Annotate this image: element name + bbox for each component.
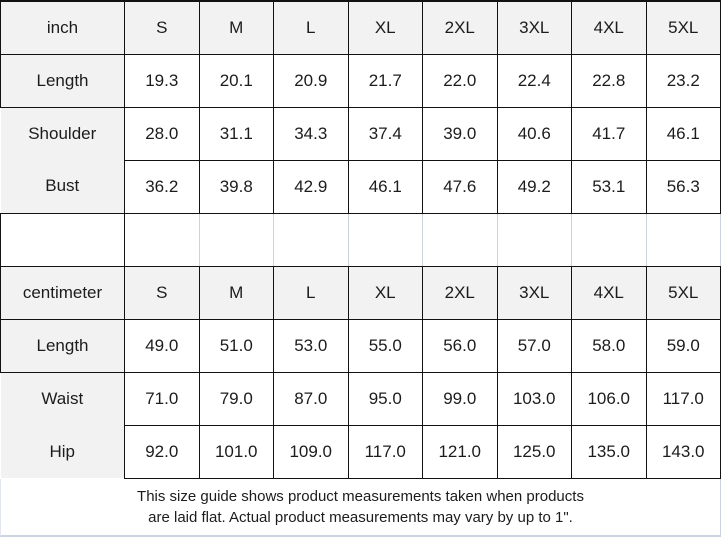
size-header-cell: 5XL	[645, 0, 721, 55]
size-header-cell: 3XL	[496, 0, 572, 55]
measurement-value-cell: 37.4	[347, 106, 423, 161]
measurement-label-cell: Hip	[0, 424, 125, 478]
measurement-value-cell: 39.8	[198, 159, 274, 214]
size-header-cell: S	[124, 265, 200, 320]
measurement-value-cell: 79.0	[198, 371, 274, 426]
spacer-cell	[496, 212, 572, 267]
measurement-value-cell: 95.0	[347, 371, 423, 426]
measurement-label-cell: Bust	[0, 159, 125, 214]
measurement-value-cell: 87.0	[273, 371, 349, 426]
measurement-value-cell: 19.3	[124, 53, 200, 108]
measurement-value-cell: 101.0	[198, 424, 274, 479]
measurement-value-cell: 99.0	[422, 371, 498, 426]
size-header-cell: 3XL	[496, 265, 572, 320]
measurement-label-cell: Length	[0, 53, 125, 108]
unit-cell-inch: inch	[0, 0, 125, 55]
centimeter-header-row: centimeter S M L XL 2XL 3XL 4XL 5XL	[0, 265, 721, 320]
size-header-cell: 2XL	[422, 265, 498, 320]
measurement-value-cell: 22.8	[571, 53, 647, 108]
measurement-value-cell: 34.3	[273, 106, 349, 161]
measurement-row: Hip 92.0 101.0 109.0 117.0 121.0 125.0 1…	[0, 424, 721, 479]
size-guide-note: This size guide shows product measuremen…	[0, 478, 721, 537]
spacer-cell	[124, 212, 200, 267]
inch-header-row: inch S M L XL 2XL 3XL 4XL 5XL	[0, 0, 721, 55]
measurement-value-cell: 53.1	[571, 159, 647, 214]
size-header-cell: M	[198, 265, 274, 320]
measurement-value-cell: 103.0	[496, 371, 572, 426]
spacer-cell	[571, 212, 647, 267]
spacer-cell	[422, 212, 498, 267]
size-header-cell: S	[124, 0, 200, 55]
measurement-value-cell: 121.0	[422, 424, 498, 479]
measurement-value-cell: 58.0	[571, 318, 647, 373]
size-header-cell: 4XL	[571, 265, 647, 320]
measurement-label-cell: Waist	[0, 371, 125, 425]
measurement-value-cell: 21.7	[347, 53, 423, 108]
size-header-cell: 2XL	[422, 0, 498, 55]
spacer-cell	[198, 212, 274, 267]
measurement-value-cell: 49.2	[496, 159, 572, 214]
measurement-value-cell: 41.7	[571, 106, 647, 161]
measurement-value-cell: 40.6	[496, 106, 572, 161]
measurement-row: Bust 36.2 39.8 42.9 46.1 47.6 49.2 53.1 …	[0, 159, 721, 214]
measurement-value-cell: 55.0	[347, 318, 423, 373]
measurement-value-cell: 56.3	[645, 159, 721, 214]
size-header-cell: L	[273, 0, 349, 55]
measurement-value-cell: 31.1	[198, 106, 274, 161]
size-header-cell: XL	[347, 0, 423, 55]
note-line-2: are laid flat. Actual product measuremen…	[148, 508, 573, 526]
measurement-row: Waist 71.0 79.0 87.0 95.0 99.0 103.0 106…	[0, 371, 721, 426]
measurement-row: Shoulder 28.0 31.1 34.3 37.4 39.0 40.6 4…	[0, 106, 721, 161]
measurement-value-cell: 20.9	[273, 53, 349, 108]
measurement-value-cell: 22.0	[422, 53, 498, 108]
measurement-value-cell: 46.1	[347, 159, 423, 214]
measurement-row: Length 19.3 20.1 20.9 21.7 22.0 22.4 22.…	[0, 53, 721, 108]
measurement-value-cell: 36.2	[124, 159, 200, 214]
measurement-value-cell: 92.0	[124, 424, 200, 479]
size-header-cell: L	[273, 265, 349, 320]
size-guide-table: inch S M L XL 2XL 3XL 4XL 5XL Length 19.…	[0, 0, 721, 479]
measurement-value-cell: 125.0	[496, 424, 572, 479]
measurement-value-cell: 109.0	[273, 424, 349, 479]
measurement-value-cell: 22.4	[496, 53, 572, 108]
size-header-cell: XL	[347, 265, 423, 320]
measurement-value-cell: 51.0	[198, 318, 274, 373]
measurement-value-cell: 117.0	[645, 371, 721, 426]
measurement-row: Length 49.0 51.0 53.0 55.0 56.0 57.0 58.…	[0, 318, 721, 373]
measurement-value-cell: 49.0	[124, 318, 200, 373]
size-header-cell: M	[198, 0, 274, 55]
size-header-cell: 4XL	[571, 0, 647, 55]
measurement-value-cell: 39.0	[422, 106, 498, 161]
measurement-label-cell: Shoulder	[0, 106, 125, 160]
spacer-cell	[347, 212, 423, 267]
spacer-cell	[273, 212, 349, 267]
spacer-cell	[645, 212, 721, 267]
note-line-1: This size guide shows product measuremen…	[137, 487, 584, 505]
measurement-value-cell: 53.0	[273, 318, 349, 373]
size-header-cell: 5XL	[645, 265, 721, 320]
measurement-value-cell: 56.0	[422, 318, 498, 373]
measurement-label-cell: Length	[0, 318, 125, 373]
measurement-value-cell: 20.1	[198, 53, 274, 108]
measurement-value-cell: 135.0	[571, 424, 647, 479]
unit-cell-centimeter: centimeter	[0, 265, 125, 320]
measurement-value-cell: 117.0	[347, 424, 423, 479]
measurement-value-cell: 106.0	[571, 371, 647, 426]
spacer-cell	[0, 212, 125, 267]
measurement-value-cell: 57.0	[496, 318, 572, 373]
measurement-value-cell: 59.0	[645, 318, 721, 373]
measurement-value-cell: 47.6	[422, 159, 498, 214]
measurement-value-cell: 143.0	[645, 424, 721, 479]
measurement-value-cell: 23.2	[645, 53, 721, 108]
measurement-value-cell: 46.1	[645, 106, 721, 161]
spacer-row	[0, 212, 721, 267]
measurement-value-cell: 71.0	[124, 371, 200, 426]
measurement-value-cell: 42.9	[273, 159, 349, 214]
measurement-value-cell: 28.0	[124, 106, 200, 161]
